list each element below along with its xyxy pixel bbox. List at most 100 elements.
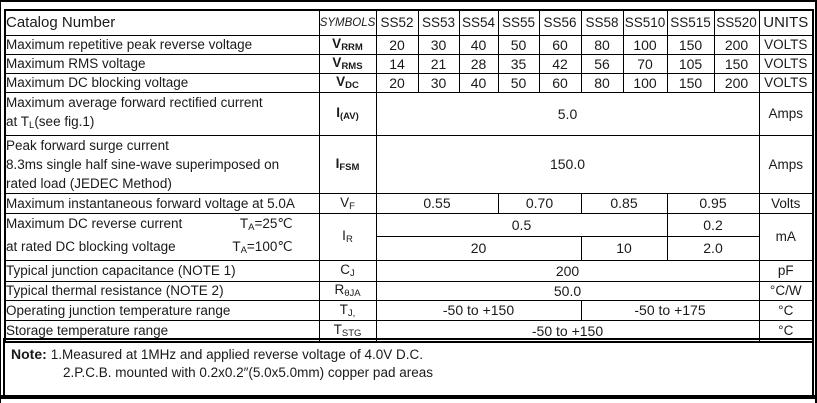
tj-value-group2: -50 to +175	[580, 299, 760, 321]
header-row: Catalog Number SYMBOLS SS52 SS53 SS54 SS…	[4, 9, 814, 36]
ir-100c-value-group2: 10	[580, 236, 668, 261]
col-header-ss510: SS510	[622, 9, 668, 36]
note-box: Note: 1.Measured at 1MHz and applied reve…	[3, 338, 814, 395]
ir-condition-25c: TA=25℃	[239, 215, 293, 233]
cj-parameter: Typical junction capacitance (NOTE 1)	[4, 259, 320, 282]
vrms-ss58: 56	[580, 53, 624, 74]
ifsm-value: 150.0	[375, 134, 760, 194]
vrms-ss56: 42	[538, 53, 582, 74]
ifsm-unit: Amps	[758, 134, 814, 194]
row-ir-25c: Maximum DC reverse current TA=25℃ at rat…	[4, 212, 814, 261]
row-ir-100c: 20 10 2.0	[5, 236, 813, 261]
vdc-parameter: Maximum DC blocking voltage	[4, 72, 320, 93]
vrrm-ss55: 50	[497, 34, 540, 55]
vdc-ss53: 30	[417, 72, 460, 93]
vf-parameter: Maximum instantaneous forward voltage at…	[4, 192, 320, 214]
col-header-ss520: SS520	[713, 9, 760, 36]
vrms-ss55: 35	[497, 53, 540, 74]
vf-value-group1: 0.55	[375, 192, 499, 214]
row-vrrm: Maximum repetitive peak reverse voltage …	[4, 34, 814, 55]
tj-symbol: TJ,	[318, 299, 377, 321]
vrms-ss515: 105	[666, 53, 715, 74]
vrms-ss520: 150	[713, 53, 760, 74]
cj-symbol: CJ	[318, 259, 377, 282]
vrrm-ss510: 100	[622, 34, 668, 55]
col-header-ss58: SS58	[580, 9, 624, 36]
col-header-ss515: SS515	[666, 9, 715, 36]
vdc-ss515: 150	[666, 72, 715, 93]
iav-unit: Amps	[758, 91, 814, 136]
row-tstg: Storage temperature range TSTG -50 to +1…	[4, 319, 814, 343]
vf-symbol: VF	[318, 192, 377, 214]
iav-parameter: Maximum average forward rectified curren…	[4, 91, 320, 136]
vrms-ss53: 21	[417, 53, 460, 74]
ratings-table: Catalog Number SYMBOLS SS52 SS53 SS54 SS…	[4, 9, 814, 343]
vrrm-ss56: 60	[538, 34, 582, 55]
vf-value-group4: 0.95	[666, 192, 760, 214]
vdc-ss52: 20	[375, 72, 419, 93]
note-text-2: 2.P.C.B. mounted with 0.2x0.2″(5.0x5.0mm…	[63, 365, 433, 380]
vdc-ss55: 50	[497, 72, 540, 93]
vrrm-symbol: VRRM	[318, 34, 377, 55]
tstg-value: -50 to +150	[375, 319, 760, 343]
row-cj: Typical junction capacitance (NOTE 1) CJ…	[4, 259, 814, 282]
note-line-2: 2.P.C.B. mounted with 0.2x0.2″(5.0x5.0mm…	[5, 364, 812, 382]
ir-condition-100c: TA=100℃	[232, 238, 293, 256]
vrrm-ss520: 200	[713, 34, 760, 55]
vf-value-group2: 0.70	[497, 192, 582, 214]
row-vrms: Maximum RMS voltage VRMS 14 21 28 35 42 …	[4, 53, 814, 74]
vdc-ss58: 80	[580, 72, 624, 93]
vdc-ss56: 60	[538, 72, 582, 93]
ir-parameter: Maximum DC reverse current TA=25℃ at rat…	[4, 212, 320, 261]
units-header: UNITS	[758, 9, 814, 36]
vrrm-ss58: 80	[580, 34, 624, 55]
note-label: Note:	[11, 346, 47, 362]
rthja-value: 50.0	[375, 280, 760, 301]
vdc-symbol: VDC	[318, 72, 377, 93]
vdc-ss510: 100	[622, 72, 668, 93]
col-header-ss56: SS56	[538, 9, 582, 36]
row-rthja: Typical thermal resistance (NOTE 2) RθJA…	[4, 280, 814, 301]
ifsm-parameter: Peak forward surge current 8.3ms single …	[4, 134, 320, 194]
vrms-ss510: 70	[622, 53, 668, 74]
vf-value-group3: 0.85	[580, 192, 668, 214]
row-tj: Operating junction temperature range TJ,…	[4, 299, 814, 321]
ir-symbol: IR	[318, 212, 377, 261]
vrrm-ss53: 30	[417, 34, 460, 55]
vrms-ss52: 14	[375, 53, 419, 74]
iav-symbol: I(AV)	[318, 91, 377, 136]
row-vf: Maximum instantaneous forward voltage at…	[4, 192, 814, 214]
vrrm-unit: VOLTS	[758, 34, 814, 55]
vf-unit: Volts	[758, 192, 814, 214]
tstg-unit: °C	[758, 319, 814, 343]
vrrm-parameter: Maximum repetitive peak reverse voltage	[4, 34, 320, 55]
ifsm-symbol: IFSM	[318, 134, 377, 194]
rthja-symbol: RθJA	[318, 280, 377, 301]
row-iav: Maximum average forward rectified curren…	[4, 91, 814, 136]
tj-parameter: Operating junction temperature range	[4, 299, 320, 321]
vrrm-ss52: 20	[375, 34, 419, 55]
ir-100c-value-group1: 20	[375, 236, 582, 261]
col-header-ss54: SS54	[458, 9, 499, 36]
col-header-ss55: SS55	[497, 9, 540, 36]
ir-25c-value-group2: 0.2	[666, 212, 760, 237]
tj-value-group1: -50 to +150	[375, 299, 582, 321]
note-line-1: Note: 1.Measured at 1MHz and applied reve…	[5, 345, 812, 364]
vrms-unit: VOLTS	[758, 53, 814, 74]
col-header-ss53: SS53	[417, 9, 460, 36]
col-header-ss52: SS52	[375, 9, 419, 36]
vdc-ss54: 40	[458, 72, 499, 93]
row-ifsm: Peak forward surge current 8.3ms single …	[4, 134, 814, 194]
note-text-1: 1.Measured at 1MHz and applied reverse v…	[50, 347, 423, 362]
page-bottom-rule	[1, 395, 817, 399]
catalog-number-header: Catalog Number	[4, 9, 320, 36]
tstg-parameter: Storage temperature range	[4, 319, 320, 343]
ir-unit: mA	[758, 212, 814, 261]
ir-25c-value-group1: 0.5	[375, 212, 668, 237]
cj-value: 200	[375, 259, 760, 282]
rthja-parameter: Typical thermal resistance (NOTE 2)	[4, 280, 320, 301]
row-vdc: Maximum DC blocking voltage VDC 20 30 40…	[4, 72, 814, 93]
symbols-header: SYMBOLS	[318, 9, 377, 36]
cj-unit: pF	[758, 259, 814, 282]
